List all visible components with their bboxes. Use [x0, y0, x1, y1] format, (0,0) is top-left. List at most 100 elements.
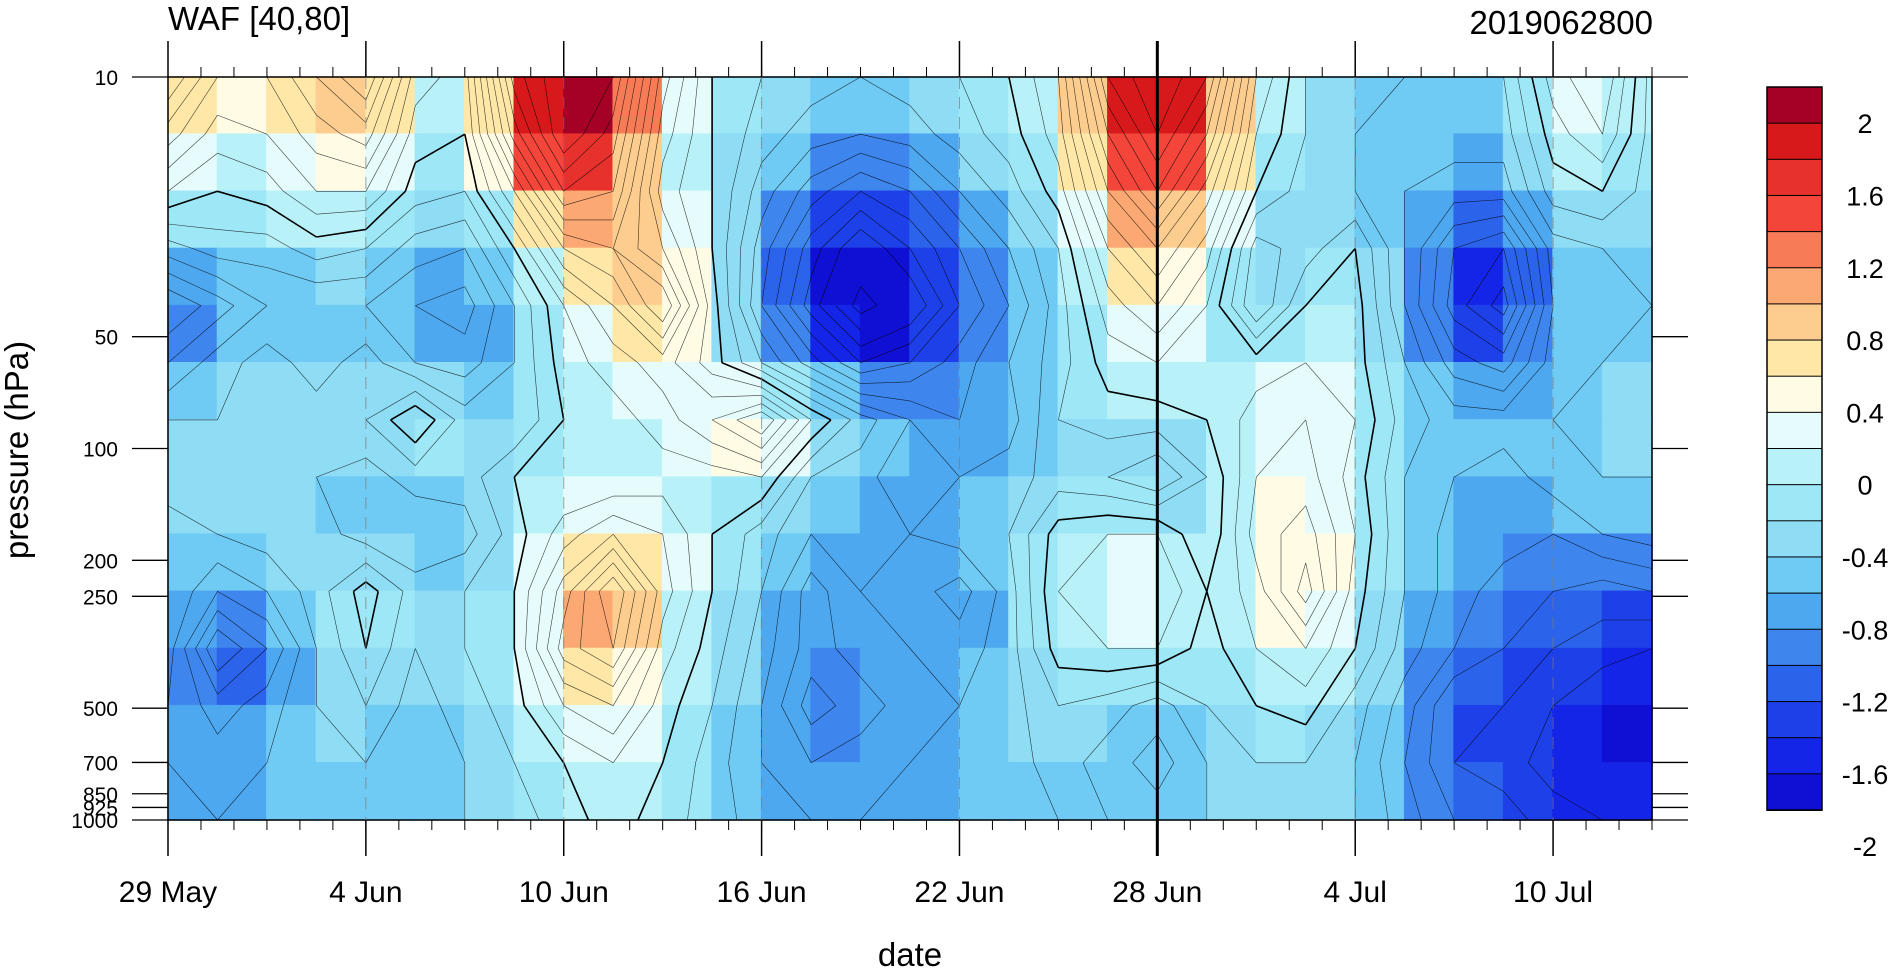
contour-cell	[216, 76, 268, 135]
contour-line	[504, 76, 1222, 211]
contour-cell	[414, 762, 466, 821]
contour-cell	[1354, 190, 1406, 250]
contour-cell	[612, 76, 664, 135]
contour-cell	[1354, 704, 1406, 764]
colorbar-label: -1.6	[1842, 760, 1889, 790]
colorbar-label: -1.2	[1842, 688, 1889, 718]
contour-cell	[315, 533, 367, 593]
contour-cell	[464, 704, 516, 764]
contour-cell	[315, 190, 367, 250]
colorbar-box	[1766, 592, 1823, 631]
contour-cell	[1502, 704, 1554, 764]
contour-cell	[810, 247, 862, 307]
contour-cell	[315, 304, 367, 364]
contour-cell	[859, 190, 911, 250]
x-tick-label: 10 Jun	[519, 876, 609, 909]
contour-cell	[562, 133, 614, 193]
colorbar-box	[1766, 231, 1823, 269]
contour-cell	[958, 76, 1010, 135]
contour-fill-layer	[167, 76, 1653, 821]
x-tick-label: 4 Jun	[329, 876, 402, 909]
contour-cell	[216, 647, 268, 707]
contour-cell	[414, 647, 466, 707]
contour-cell	[1601, 704, 1653, 764]
y-tick-label: 250	[83, 586, 118, 609]
contour-cell	[365, 533, 417, 593]
contour-cell	[1107, 533, 1159, 593]
contour-cell	[365, 476, 417, 535]
contour-line	[167, 76, 1647, 821]
contour-cell	[612, 647, 664, 707]
axes-layer: 29 May 4 Jun 10 Jun 16 Jun 22 Jun 28 Jun 4 Jul…	[71, 41, 1688, 909]
contour-cell	[414, 190, 466, 250]
contour-cell	[562, 247, 614, 307]
y-tick-label: 50	[95, 327, 118, 350]
contour-cell	[1156, 590, 1208, 650]
contour-cell	[1453, 533, 1505, 593]
contour-cell	[1008, 76, 1060, 135]
contour-cell	[1206, 476, 1258, 535]
contour-cell	[1057, 476, 1109, 535]
contour-cell	[1453, 590, 1505, 650]
contour-cell	[1304, 762, 1356, 821]
contour-cell	[167, 590, 219, 650]
contour-cell	[958, 647, 1010, 707]
contour-cell	[1552, 304, 1604, 364]
contour-cell	[1107, 476, 1159, 535]
y-tick-label: 925	[83, 797, 118, 820]
contour-cell	[612, 533, 664, 593]
chart-title-left: WAF [40,80]	[168, 0, 350, 37]
contour-cell	[513, 647, 565, 707]
contour-cell	[958, 590, 1010, 650]
contour-cell	[1304, 704, 1356, 764]
contour-cell	[315, 133, 367, 193]
contour-cell	[266, 533, 318, 593]
contour-cell	[1008, 476, 1060, 535]
contour-cell	[1206, 190, 1258, 250]
contour-cell	[1552, 647, 1604, 707]
colorbar-label: 0.8	[1846, 326, 1884, 356]
contour-cell	[1552, 533, 1604, 593]
contour-cell	[1156, 133, 1208, 193]
contour-cell	[562, 304, 614, 364]
contour-cell	[1304, 647, 1356, 707]
contour-line	[206, 191, 1652, 821]
contour-cell	[1502, 190, 1554, 250]
contour-cell	[1502, 533, 1554, 593]
colorbar-box	[1766, 158, 1823, 197]
contour-cell	[167, 304, 219, 364]
contour-cell	[810, 419, 862, 478]
contour-cell	[266, 419, 318, 478]
contour-cell	[513, 476, 565, 535]
contour-cell	[1255, 190, 1307, 250]
contour-cell	[464, 762, 516, 821]
contour-cell	[1502, 247, 1554, 307]
contour-cell	[1107, 133, 1159, 193]
contour-cell	[1255, 762, 1307, 821]
contour-cell	[810, 476, 862, 535]
contour-cell	[711, 762, 763, 821]
contour-cell	[1552, 76, 1604, 135]
contour-cell	[414, 476, 466, 535]
contour-cell	[661, 133, 713, 193]
colorbar-box	[1766, 664, 1823, 703]
contour-cell	[1304, 419, 1356, 478]
colorbar-label: -0.8	[1842, 615, 1889, 645]
contour-cell	[1255, 362, 1307, 421]
contour-cell	[464, 304, 516, 364]
contour-cell	[167, 704, 219, 764]
contour-cell	[711, 533, 763, 593]
contour-line	[819, 229, 1509, 347]
contour-cell	[1354, 533, 1406, 593]
contour-cell	[760, 190, 812, 250]
y-tick-label: 10	[95, 67, 118, 90]
chart-title-right: 2019062800	[1469, 4, 1653, 41]
contour-cell	[464, 247, 516, 307]
contour-cell	[1008, 419, 1060, 478]
colorbar-label: -0.4	[1842, 543, 1889, 573]
contour-cell	[1403, 476, 1455, 535]
contour-cell	[661, 762, 713, 821]
contour-cell	[661, 362, 713, 421]
contour-cell	[1601, 476, 1653, 535]
